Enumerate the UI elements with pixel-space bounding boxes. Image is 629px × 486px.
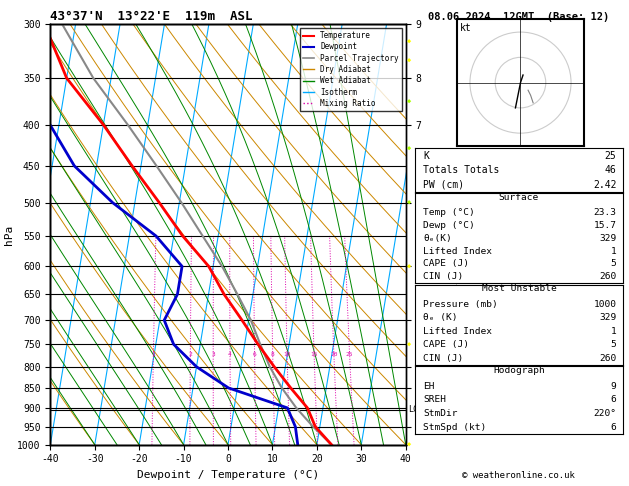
Text: 25: 25 xyxy=(604,151,616,160)
Text: ◆: ◆ xyxy=(407,200,411,206)
Legend: Temperature, Dewpoint, Parcel Trajectory, Dry Adiabat, Wet Adiabat, Isotherm, Mi: Temperature, Dewpoint, Parcel Trajectory… xyxy=(299,28,402,111)
Text: 1: 1 xyxy=(611,327,616,336)
Text: 6: 6 xyxy=(611,423,616,432)
Text: Hodograph: Hodograph xyxy=(493,366,545,375)
Text: StmSpd (kt): StmSpd (kt) xyxy=(423,423,487,432)
Text: Temp (°C): Temp (°C) xyxy=(423,208,475,217)
Text: 220°: 220° xyxy=(594,409,616,418)
Text: Pressure (mb): Pressure (mb) xyxy=(423,300,498,309)
Text: 1: 1 xyxy=(152,352,155,357)
Text: 329: 329 xyxy=(599,234,616,243)
Text: 15.7: 15.7 xyxy=(594,221,616,230)
Text: EH: EH xyxy=(423,382,435,391)
Text: ◆: ◆ xyxy=(407,58,411,64)
Text: PW (cm): PW (cm) xyxy=(423,180,465,190)
Y-axis label: Mixing Ratio (g/kg): Mixing Ratio (g/kg) xyxy=(450,179,460,290)
Text: 6: 6 xyxy=(253,352,257,357)
Text: 260: 260 xyxy=(599,354,616,363)
Text: LCL: LCL xyxy=(408,405,423,415)
Text: 260: 260 xyxy=(599,272,616,281)
Text: 1000: 1000 xyxy=(594,300,616,309)
Text: © weatheronline.co.uk: © weatheronline.co.uk xyxy=(462,471,576,480)
Text: 23.3: 23.3 xyxy=(594,208,616,217)
Text: 5: 5 xyxy=(611,340,616,349)
Text: 6: 6 xyxy=(611,396,616,404)
Text: 3: 3 xyxy=(211,352,215,357)
X-axis label: Dewpoint / Temperature (°C): Dewpoint / Temperature (°C) xyxy=(137,470,319,480)
Text: Dewp (°C): Dewp (°C) xyxy=(423,221,475,230)
Text: 8: 8 xyxy=(271,352,275,357)
Text: ◆: ◆ xyxy=(407,39,411,45)
Text: θₑ(K): θₑ(K) xyxy=(423,234,452,243)
Text: 9: 9 xyxy=(611,382,616,391)
Text: kt: kt xyxy=(460,23,472,33)
Y-axis label: hPa: hPa xyxy=(4,225,14,244)
Text: Totals Totals: Totals Totals xyxy=(423,165,500,175)
Text: ◆: ◆ xyxy=(407,99,411,105)
Text: ◆: ◆ xyxy=(407,263,411,269)
Text: CAPE (J): CAPE (J) xyxy=(423,260,469,268)
Text: Most Unstable: Most Unstable xyxy=(482,284,556,293)
Text: CIN (J): CIN (J) xyxy=(423,354,464,363)
Text: 5: 5 xyxy=(611,260,616,268)
Text: SREH: SREH xyxy=(423,396,447,404)
Text: ◆: ◆ xyxy=(407,341,411,347)
Text: 2.42: 2.42 xyxy=(593,180,616,190)
Text: 46: 46 xyxy=(604,165,616,175)
Text: 43°37'N  13°22'E  119m  ASL: 43°37'N 13°22'E 119m ASL xyxy=(50,10,253,23)
Text: ◆: ◆ xyxy=(407,442,411,448)
Text: 15: 15 xyxy=(310,352,318,357)
Text: 2: 2 xyxy=(189,352,192,357)
Text: 10: 10 xyxy=(283,352,291,357)
Text: CIN (J): CIN (J) xyxy=(423,272,464,281)
Text: 4: 4 xyxy=(228,352,232,357)
Text: 20: 20 xyxy=(330,352,338,357)
Text: Lifted Index: Lifted Index xyxy=(423,246,493,256)
Text: CAPE (J): CAPE (J) xyxy=(423,340,469,349)
Text: Lifted Index: Lifted Index xyxy=(423,327,493,336)
Text: Surface: Surface xyxy=(499,192,539,202)
Text: θₑ (K): θₑ (K) xyxy=(423,313,458,322)
Text: StmDir: StmDir xyxy=(423,409,458,418)
Text: 25: 25 xyxy=(346,352,353,357)
Text: 329: 329 xyxy=(599,313,616,322)
Text: 1: 1 xyxy=(611,246,616,256)
Text: 08.06.2024  12GMT  (Base: 12): 08.06.2024 12GMT (Base: 12) xyxy=(428,12,610,22)
Text: K: K xyxy=(423,151,430,160)
Text: ◆: ◆ xyxy=(407,146,411,152)
Y-axis label: km
ASL: km ASL xyxy=(424,226,446,243)
